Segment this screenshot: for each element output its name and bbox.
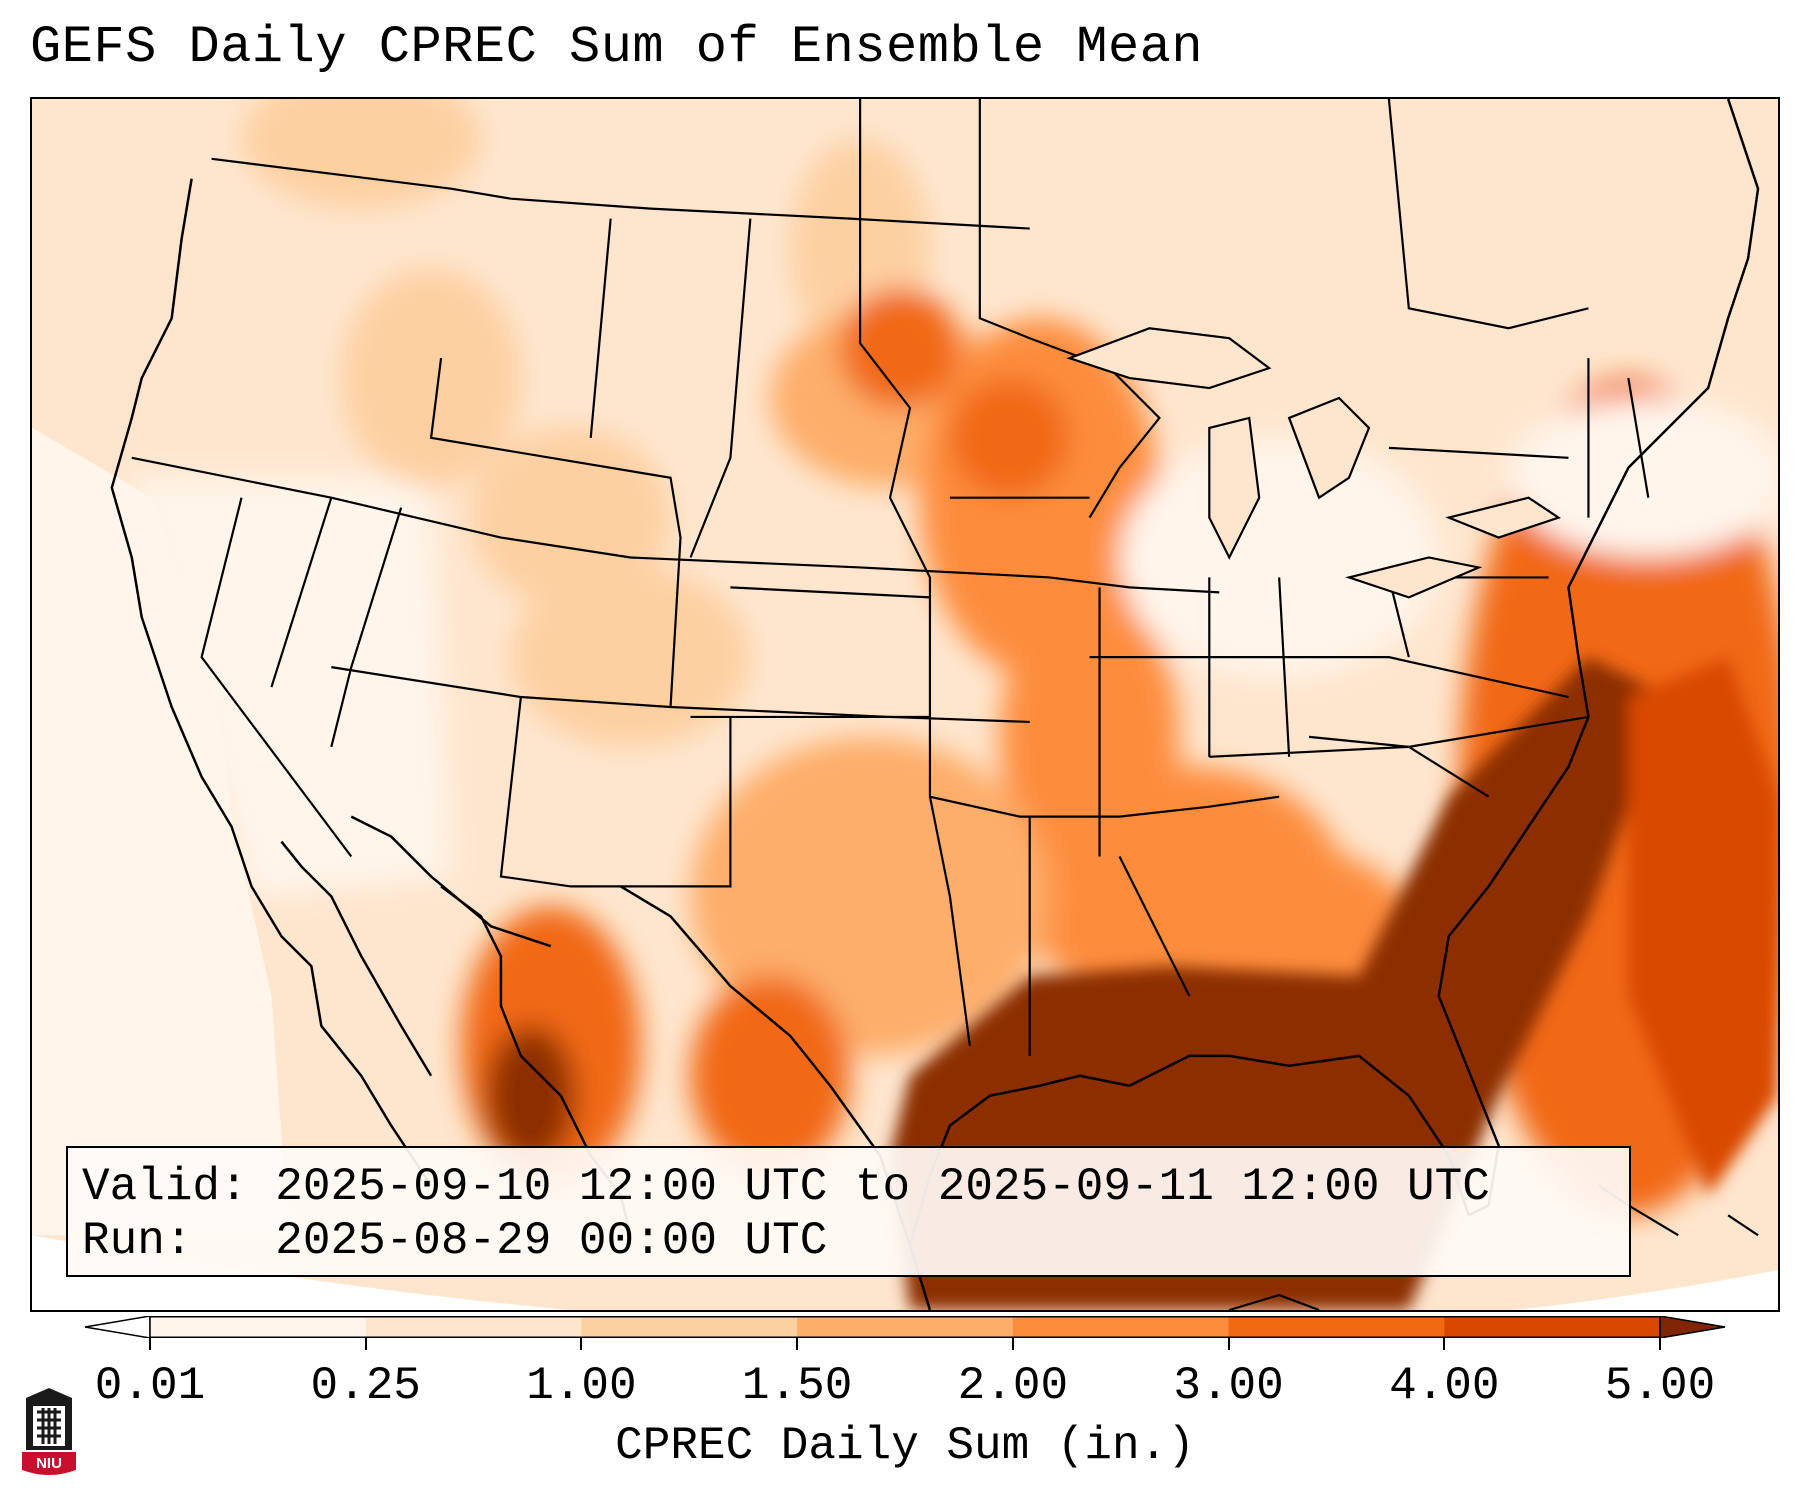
precip-field-pacific: [32, 427, 292, 1236]
colorbar-tick-label: 0.25: [310, 1360, 421, 1412]
valid-label: Valid:: [82, 1161, 248, 1213]
colorbar-tick: [364, 1338, 367, 1350]
great-lakes: [1066, 327, 1561, 599]
map-panel: [30, 97, 1780, 1312]
colorbar-tick: [796, 1338, 799, 1350]
colorbar-tick-label: 5.00: [1604, 1360, 1716, 1412]
coastline-outline: [110, 99, 1760, 1310]
colorbar-tick: [1443, 1338, 1446, 1350]
run-label: Run:: [82, 1215, 193, 1267]
colorbar: [84, 1316, 1726, 1338]
state-borders: [131, 99, 1650, 1056]
niu-logo-text: NIU: [36, 1455, 62, 1472]
valid-time-range: 2025-09-10 12:00 UTC to 2025-09-11 12:00…: [275, 1161, 1490, 1213]
colorbar-segment: [1228, 1316, 1445, 1338]
colorbar-segment: [1444, 1316, 1661, 1338]
colorbar-segment: [1012, 1316, 1230, 1338]
colorbar-tick: [1227, 1338, 1230, 1350]
colorbar-segment: [797, 1316, 1014, 1338]
colorbar-under-arrow: [84, 1316, 151, 1338]
colorbar-segment: [581, 1316, 798, 1338]
colorbar-tick: [149, 1338, 151, 1350]
run-time: 2025-08-29 00:00 UTC: [275, 1215, 828, 1267]
niu-logo: NIU: [22, 1388, 76, 1475]
colorbar-tick-label: 4.00: [1389, 1360, 1500, 1412]
colorbar-tick: [1659, 1338, 1661, 1350]
colorbar-label: CPREC Daily Sum (in.): [615, 1420, 1195, 1472]
colorbar-segment: [150, 1316, 367, 1338]
colorbar-tick-label: 2.00: [957, 1360, 1069, 1412]
colorbar-tick-label: 0.01: [94, 1360, 206, 1412]
colorbar-tick-label: 1.00: [526, 1360, 637, 1412]
precipitation-map: [32, 99, 1778, 1310]
colorbar-tick: [1011, 1338, 1014, 1350]
colorbar-over-arrow: [1659, 1316, 1726, 1338]
colorbar-tick-label: 3.00: [1173, 1360, 1284, 1412]
colorbar-outline: [149, 1316, 1661, 1338]
colorbar-segment: [365, 1316, 582, 1338]
valid-run-info-box: Valid: 2025-09-10 12:00 UTC to 2025-09-1…: [66, 1146, 1631, 1277]
colorbar-tick: [580, 1338, 583, 1350]
colorbar-tick-label: 1.50: [741, 1360, 853, 1412]
chart-title: GEFS Daily CPREC Sum of Ensemble Mean: [30, 18, 1204, 77]
